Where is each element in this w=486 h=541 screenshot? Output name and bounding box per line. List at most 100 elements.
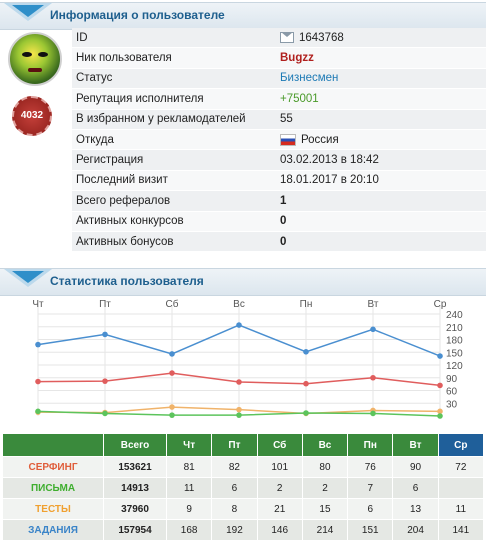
- chart-y-tick-label: 210: [446, 323, 463, 334]
- stats-day-value: 2: [256, 477, 303, 499]
- stats-row-name: СЕРФИНГ: [2, 456, 104, 478]
- stats-day-value: 11: [165, 477, 213, 499]
- stats-total: 157954: [103, 519, 167, 541]
- stats-day-value: [437, 477, 485, 499]
- stats-row: ТЕСТЫ 37960 9 8 21 15 6 13 11: [2, 498, 485, 520]
- stats-row: СЕРФИНГ 153621 81 82 101 80 76 90 72: [2, 456, 485, 478]
- stats-total: 14913: [103, 477, 167, 499]
- stats-row-name: ЗАДАНИЯ: [2, 519, 104, 541]
- chart-x-tick-label: Чт: [32, 299, 44, 310]
- chart-point: [437, 353, 443, 359]
- chart-point: [236, 412, 242, 418]
- chart-y-tick-label: 30: [446, 399, 458, 410]
- info-value: Бизнесмен: [276, 68, 486, 90]
- chart-x-tick-label: Вт: [368, 299, 379, 310]
- info-row-registration: Регистрация 03.02.2013 в 18:42: [72, 149, 486, 171]
- stats-header: Статистика пользователя: [0, 268, 486, 296]
- chart-point: [303, 380, 309, 387]
- chart-point: [437, 413, 443, 419]
- stats-day-value: 80: [301, 456, 349, 478]
- chart-y-tick-label: 150: [446, 348, 463, 359]
- stats-row-name: ПИСЬМА: [2, 477, 104, 499]
- header-arrow-icon: [12, 5, 44, 17]
- bonuses-value: 0: [276, 231, 486, 253]
- header-arrow-icon: [12, 271, 44, 283]
- chart-point: [169, 370, 175, 376]
- chart-x-tick-label: Сб: [166, 298, 179, 310]
- chart-point: [35, 408, 41, 415]
- stats-col-header: Всего: [103, 433, 167, 457]
- envelope-icon[interactable]: [280, 32, 294, 44]
- info-row-favorites: В избранном у рекламодателей 55: [72, 109, 486, 130]
- reputation-value: +75001: [280, 92, 319, 105]
- status-value: Бизнесмен: [280, 72, 339, 85]
- chart-point: [169, 404, 175, 410]
- chart-point: [169, 412, 175, 418]
- stats-day-value: 192: [211, 519, 258, 541]
- chart-point: [303, 410, 309, 416]
- chart-point: [169, 351, 175, 357]
- chart-x-tick-label: Пн: [300, 299, 313, 310]
- user-id-value: 1643768: [299, 31, 344, 44]
- chart-x-tick-label: Пт: [99, 299, 111, 310]
- stats-col-header: Вс: [301, 433, 349, 457]
- stats-total: 37960: [103, 498, 167, 520]
- stats-day-value: 15: [301, 498, 349, 520]
- info-label: Регистрация: [72, 149, 276, 171]
- stats-day-value: 6: [211, 477, 258, 499]
- chart-point: [370, 374, 376, 381]
- info-label: Активных конкурсов: [72, 211, 276, 232]
- registration-value: 03.02.2013 в 18:42: [276, 149, 486, 171]
- info-row-bonuses: Активных бонусов 0: [72, 231, 486, 253]
- user-info-header: Информация о пользователе: [0, 2, 486, 30]
- user-info-table: ID 1643768 Ник пользователя Bugzz Статус…: [72, 28, 486, 253]
- stats-day-value: 9: [165, 498, 213, 520]
- info-label: Активных бонусов: [72, 231, 276, 253]
- chart-point: [437, 382, 443, 389]
- info-row-last-visit: Последний визит 18.01.2017 в 20:10: [72, 170, 486, 192]
- stats-day-value: 8: [211, 498, 258, 520]
- stats-title: Статистика пользователя: [50, 274, 204, 288]
- info-label: ID: [72, 28, 276, 49]
- rank-badge: 4032: [12, 96, 52, 136]
- stats-day-value: 76: [347, 456, 394, 478]
- country-value: Россия: [301, 133, 339, 146]
- info-row-reputation: Репутация исполнителя +75001: [72, 88, 486, 110]
- avatar-eye-left: [22, 52, 32, 57]
- stats-day-value: 2: [301, 477, 349, 499]
- info-label: Последний визит: [72, 170, 276, 192]
- stats-day-value: 204: [392, 519, 439, 541]
- user-info-title: Информация о пользователе: [50, 8, 225, 22]
- stats-day-value: 90: [392, 456, 439, 478]
- avatar: [8, 32, 62, 86]
- chart-point: [102, 331, 108, 338]
- stats-day-value: 21: [256, 498, 303, 520]
- info-label: Откуда: [72, 129, 276, 151]
- stats-header-row: Всего Чт Пт Сб Вс Пн Вт Ср: [2, 433, 485, 457]
- info-label: В избранном у рекламодателей: [72, 109, 276, 130]
- stats-day-value: 6: [392, 477, 439, 499]
- stats-day-value: 13: [392, 498, 439, 520]
- chart-point: [236, 406, 242, 413]
- stats-day-value: 82: [211, 456, 258, 478]
- chart-point: [236, 379, 242, 385]
- avatar-mouth: [28, 68, 42, 72]
- stats-day-value: 6: [347, 498, 394, 520]
- stats-day-value: 151: [347, 519, 394, 541]
- info-value: Bugzz: [276, 47, 486, 69]
- stats-col-header-today: Ср: [437, 433, 485, 457]
- favorites-value: 55: [276, 109, 486, 130]
- chart-point: [437, 408, 443, 415]
- chart-point: [102, 378, 108, 384]
- chart-y-tick-label: 60: [446, 387, 458, 398]
- chart-point: [370, 326, 376, 333]
- info-value: Россия: [276, 129, 486, 151]
- stats-day-value: 141: [437, 519, 485, 541]
- chart-y-tick-label: 120: [446, 361, 463, 372]
- info-label: Всего рефералов: [72, 190, 276, 212]
- chart-point: [35, 378, 41, 385]
- info-label: Репутация исполнителя: [72, 88, 276, 110]
- stats-day-value: 101: [256, 456, 303, 478]
- chart-point: [303, 349, 309, 355]
